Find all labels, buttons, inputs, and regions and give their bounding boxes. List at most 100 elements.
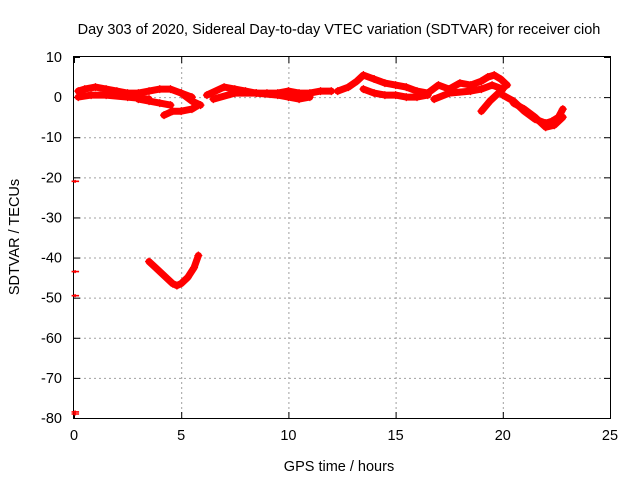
data-point — [359, 71, 368, 80]
data-point — [466, 87, 475, 96]
data-point — [550, 121, 559, 130]
data-point — [530, 113, 539, 122]
data-point — [445, 89, 454, 98]
data-trace — [145, 252, 202, 290]
x-axis-label: GPS time / hours — [284, 459, 394, 475]
data-point — [490, 71, 499, 80]
data-point — [353, 77, 362, 86]
y-tick-label: -30 — [41, 210, 62, 226]
data-point — [168, 107, 177, 116]
data-point — [220, 83, 229, 92]
data-point — [190, 263, 199, 272]
data-trace — [424, 71, 511, 97]
data-point — [273, 91, 282, 100]
chart-title: Day 303 of 2020, Sidereal Day-to-day VTE… — [78, 22, 601, 38]
data-point-isolated — [71, 270, 80, 274]
data-point — [477, 85, 486, 94]
data-point — [202, 91, 211, 100]
y-axis-label: SDTVAR / TECUs — [7, 179, 23, 295]
data-point — [102, 91, 111, 100]
x-tick-label: 15 — [388, 428, 404, 444]
data-point — [391, 91, 400, 100]
data-point — [145, 87, 154, 96]
data-point — [333, 87, 342, 96]
data-point — [558, 105, 567, 114]
y-tick-label: -80 — [41, 411, 62, 427]
data-point — [80, 85, 89, 94]
data-point — [558, 113, 567, 122]
y-tick-label: -20 — [41, 170, 62, 186]
data-point — [160, 111, 169, 120]
data-point — [164, 275, 173, 284]
y-tick-label: -60 — [41, 331, 62, 347]
data-point — [155, 99, 164, 108]
data-point — [194, 251, 203, 260]
data-point — [252, 89, 261, 98]
data-point — [370, 75, 379, 84]
data-point — [145, 97, 154, 106]
data-point — [413, 93, 422, 102]
data-point — [485, 97, 494, 106]
data-point — [430, 95, 439, 104]
x-tick-label: 20 — [495, 428, 511, 444]
y-tick-label: -50 — [41, 291, 62, 307]
data-point — [284, 93, 293, 102]
data-point — [483, 73, 492, 82]
data-point — [74, 93, 83, 102]
data-point — [209, 95, 218, 104]
y-tick-label: -40 — [41, 251, 62, 267]
data-point — [295, 95, 304, 104]
data-point — [151, 263, 160, 272]
data-point — [187, 97, 196, 106]
y-tick-label: -10 — [41, 130, 62, 146]
data-trace — [510, 99, 567, 131]
data-point-isolated — [71, 412, 80, 416]
data-point — [509, 99, 518, 108]
data-point — [434, 81, 443, 90]
data-point — [91, 83, 100, 92]
data-point — [168, 279, 177, 288]
grid-lines — [74, 57, 610, 418]
y-tick-label: 10 — [46, 50, 62, 66]
data-point — [230, 89, 239, 98]
data-point — [359, 85, 368, 94]
data-point — [145, 257, 154, 266]
data-trace — [430, 81, 507, 103]
data-point — [477, 77, 486, 86]
x-tick-label: 25 — [602, 428, 618, 444]
data-trace — [334, 71, 432, 97]
y-tick-label: -70 — [41, 371, 62, 387]
data-trace — [477, 85, 507, 115]
data-point — [157, 269, 166, 278]
x-tick-label: 0 — [70, 428, 78, 444]
data-point — [166, 101, 175, 110]
data-point — [402, 93, 411, 102]
data-point — [455, 79, 464, 88]
data-point — [177, 279, 186, 288]
data-point — [520, 105, 529, 114]
data-point — [134, 95, 143, 104]
data-point — [155, 85, 164, 94]
data-point — [166, 85, 175, 94]
data-point — [488, 81, 497, 90]
data-point-isolated — [71, 294, 80, 298]
data-point-isolated — [71, 179, 80, 183]
plot-frame — [73, 56, 611, 419]
tick-labels: 0 5 10 15 20 25 10 0 -10 -20 -30 -40 -50 -60 -70 -80 — [41, 50, 618, 444]
data-point — [177, 89, 186, 98]
data-point — [172, 281, 181, 290]
data-point — [380, 91, 389, 100]
data-point — [177, 107, 186, 116]
data-series-sdtvar — [71, 71, 567, 416]
y-tick-label: 0 — [54, 90, 62, 106]
x-tick-label: 5 — [177, 428, 185, 444]
data-point — [87, 91, 96, 100]
data-trace — [134, 95, 174, 109]
data-point — [391, 81, 400, 90]
data-point — [123, 93, 132, 102]
x-tick-label: 10 — [280, 428, 296, 444]
data-point — [380, 79, 389, 88]
data-point — [344, 83, 353, 92]
data-point — [187, 105, 196, 114]
